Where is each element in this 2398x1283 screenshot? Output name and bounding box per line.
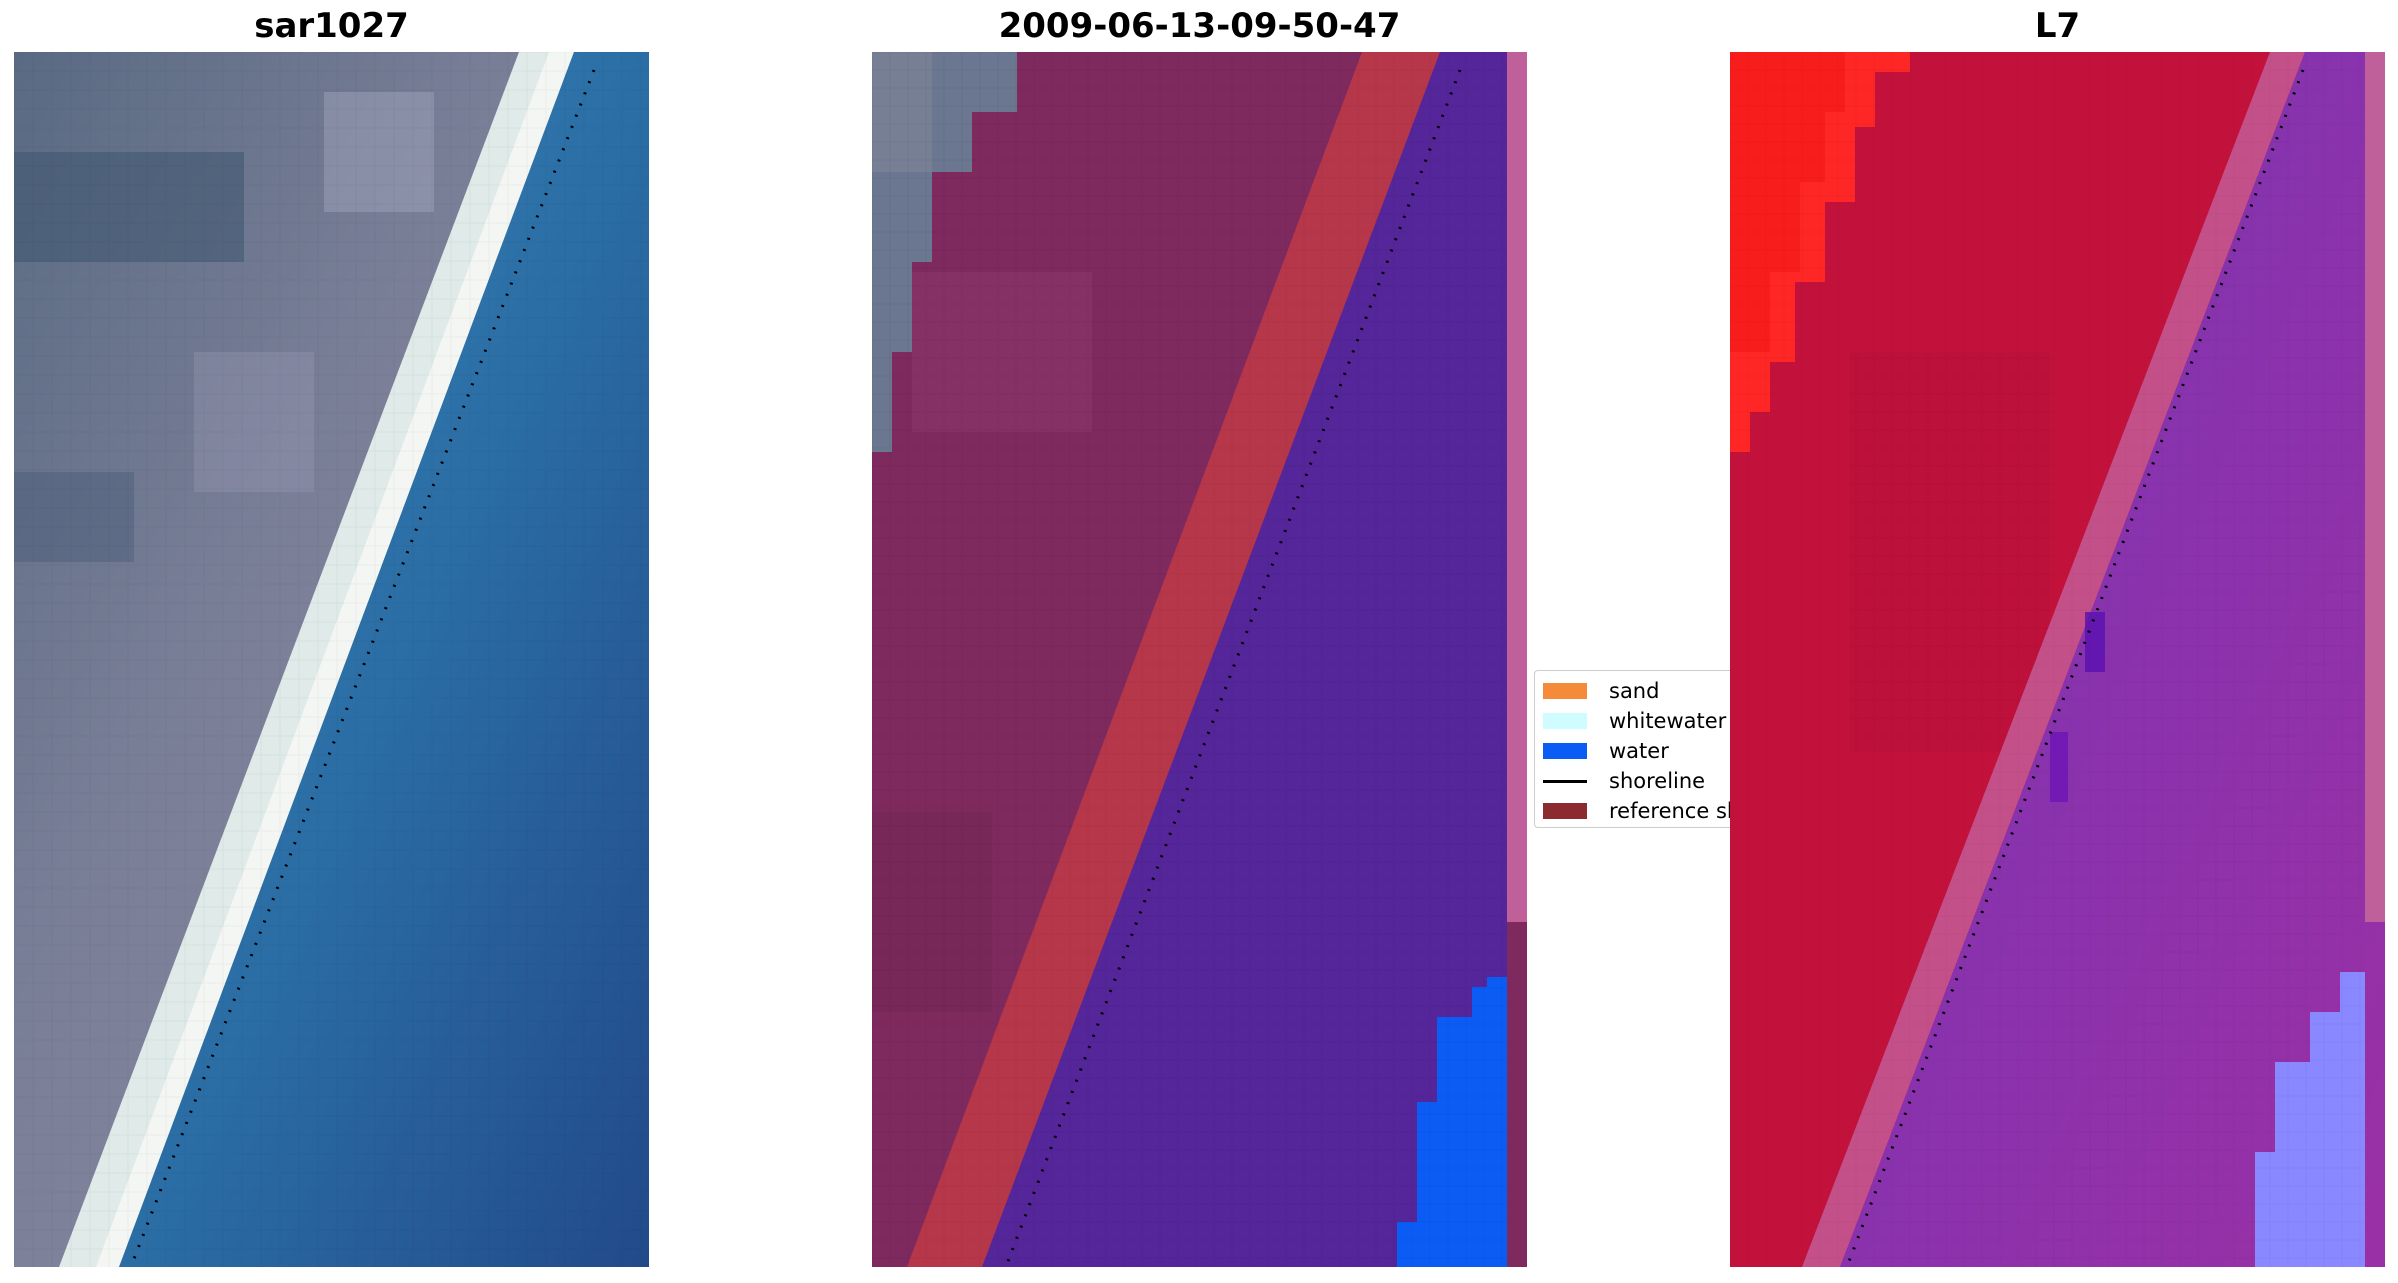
classification-image xyxy=(872,52,1527,1267)
index-image xyxy=(1730,52,2385,1267)
edge-strip-index xyxy=(2365,52,2385,922)
classification-panel xyxy=(872,52,1527,1267)
index-panel xyxy=(1730,52,2385,1267)
edge-strip xyxy=(1507,52,1527,922)
legend-swatch-whitewater xyxy=(1543,713,1587,729)
rgb-satellite-image xyxy=(14,52,649,1267)
panel-title-classification: 2009-06-13-09-50-47 xyxy=(998,6,1401,46)
legend-line-shoreline xyxy=(1543,780,1587,783)
legend-swatch-sand xyxy=(1543,683,1587,699)
legend-swatch-reference-shoreline xyxy=(1543,803,1587,819)
panel-title-rgb: sar1027 xyxy=(254,6,409,46)
legend-swatch-water xyxy=(1543,743,1587,759)
panel-title-index: L7 xyxy=(2034,6,2081,46)
rgb-image-panel xyxy=(14,52,649,1267)
